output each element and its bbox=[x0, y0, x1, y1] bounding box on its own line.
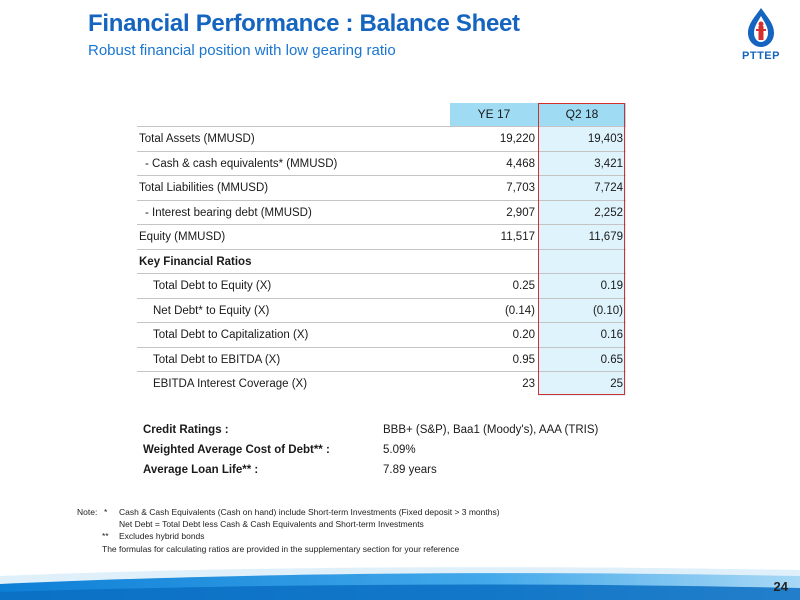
note-prefix: Note: bbox=[77, 507, 98, 517]
pttep-flame-logo-icon bbox=[748, 8, 774, 47]
table-row: EBITDA Interest Coverage (X) 23 25 bbox=[137, 371, 626, 397]
row-label: Total Debt to EBITDA (X) bbox=[153, 353, 281, 366]
row-value-ye17: 23 bbox=[522, 378, 535, 390]
column-header-q218: Q2 18 bbox=[538, 103, 626, 126]
note-formula: The formulas for calculating ratios are … bbox=[102, 544, 460, 554]
row-value-ye17: 4,468 bbox=[506, 157, 535, 170]
table-row: Net Debt* to Equity (X) (0.14) (0.10) bbox=[137, 297, 626, 324]
footer-wave bbox=[0, 567, 800, 600]
row-label: - Cash & cash equivalents* (MMUSD) bbox=[145, 157, 338, 170]
row-value-q218: (0.10) bbox=[592, 304, 623, 317]
row-value-ye17: 11,517 bbox=[500, 231, 535, 243]
cost-of-debt-label: Weighted Average Cost of Debt** : bbox=[143, 444, 330, 456]
row-value-ye17: 19,220 bbox=[499, 133, 535, 145]
note-star2: Excludes hybrid bonds bbox=[119, 531, 205, 541]
note-star1-mark: * bbox=[104, 507, 108, 517]
row-value-q218: 7,724 bbox=[594, 182, 623, 194]
pttep-logo: PTTEP bbox=[728, 6, 794, 70]
column-header-ye17: YE 17 bbox=[450, 103, 538, 126]
row-value-ye17: 7,703 bbox=[506, 182, 535, 194]
table-row: Key Financial Ratios bbox=[137, 248, 626, 275]
row-label: Total Assets (MMUSD) bbox=[139, 133, 255, 145]
row-label: Total Debt to Equity (X) bbox=[153, 280, 272, 292]
row-value-ye17: 2,907 bbox=[506, 206, 535, 219]
highlight-column-bg bbox=[538, 126, 626, 396]
highlight-box bbox=[538, 103, 625, 395]
cost-of-debt-value: 5.09% bbox=[383, 444, 416, 456]
table-row: Total Liabilities (MMUSD) 7,703 7,724 bbox=[137, 175, 626, 201]
page-number: 24 bbox=[773, 579, 788, 594]
page-title: Financial Performance : Balance Sheet bbox=[88, 10, 520, 37]
row-value-ye17: 0.25 bbox=[512, 280, 535, 292]
table-row: Total Debt to Equity (X) 0.25 0.19 bbox=[137, 273, 626, 299]
row-value-q218: 19,403 bbox=[587, 133, 623, 145]
table-row: Total Debt to EBITDA (X) 0.95 0.65 bbox=[137, 346, 626, 373]
credit-ratings-label: Credit Ratings : bbox=[143, 424, 229, 436]
row-label: Total Liabilities (MMUSD) bbox=[139, 182, 269, 194]
table-row: - Cash & cash equivalents* (MMUSD) 4,468 3… bbox=[137, 150, 626, 177]
row-value-ye17: (0.14) bbox=[504, 304, 535, 317]
credit-ratings-value: BBB+ (S&P), Baa1 (Moody's), AAA (TRIS) bbox=[383, 424, 599, 436]
row-label: EBITDA Interest Coverage (X) bbox=[153, 378, 308, 390]
note-star2-mark: ** bbox=[102, 531, 109, 541]
row-label: - Interest bearing debt (MMUSD) bbox=[145, 206, 312, 219]
row-value-q218: 0.19 bbox=[600, 280, 623, 292]
row-value-q218: 0.16 bbox=[600, 329, 623, 341]
row-value-q218: 11,679 bbox=[588, 231, 623, 243]
row-value-q218: 0.65 bbox=[600, 353, 623, 366]
row-label: Net Debt* to Equity (X) bbox=[153, 304, 270, 317]
note-star1: Cash & Cash Equivalents (Cash on hand) i… bbox=[119, 507, 500, 517]
table-row: Total Debt to Capitalization (X) 0.20 0.16 bbox=[137, 322, 626, 348]
page-subtitle: Robust financial position with low geari… bbox=[88, 42, 396, 59]
row-label: Total Debt to Capitalization (X) bbox=[153, 329, 309, 341]
logo-text: PTTEP bbox=[742, 50, 780, 62]
loan-life-value: 7.89 years bbox=[383, 464, 437, 476]
row-value-ye17: 0.20 bbox=[512, 329, 535, 341]
note-star1-b: Net Debt = Total Debt less Cash & Cash E… bbox=[119, 519, 424, 529]
row-value-q218: 25 bbox=[610, 378, 623, 390]
table-row: Equity (MMUSD) 11,517 11,679 bbox=[137, 224, 626, 250]
row-label: Equity (MMUSD) bbox=[139, 231, 226, 243]
row-value-q218: 2,252 bbox=[594, 206, 623, 219]
loan-life-label: Average Loan Life** : bbox=[143, 464, 259, 476]
table-row: Total Assets (MMUSD) 19,220 19,403 bbox=[137, 126, 626, 152]
row-label: Key Financial Ratios bbox=[139, 255, 252, 268]
table-row: - Interest bearing debt (MMUSD) 2,907 2,25… bbox=[137, 199, 626, 226]
row-value-q218: 3,421 bbox=[594, 157, 623, 170]
row-value-ye17: 0.95 bbox=[512, 353, 535, 366]
